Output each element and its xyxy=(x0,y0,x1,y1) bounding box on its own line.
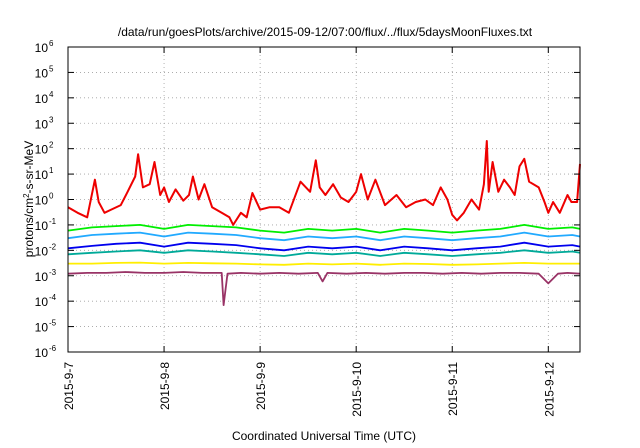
chart-title: /data/run/goesPlots/archive/2015-09-12/0… xyxy=(118,25,533,39)
y-tick-label-exponent: -2 xyxy=(49,242,57,251)
y-tick-label: 10 xyxy=(35,270,49,284)
y-tick-label-exponent: 1 xyxy=(49,166,54,175)
y-tick-label-exponent: -6 xyxy=(49,344,57,353)
series-line xyxy=(67,249,581,257)
x-tick-label: 2015-9-12 xyxy=(542,362,556,417)
y-tick-label-exponent: 4 xyxy=(49,90,54,99)
y-tick-label-base: 10 xyxy=(35,41,49,55)
y-tick-label-exponent: -5 xyxy=(49,319,57,328)
y-tick-label-exponent: 0 xyxy=(49,192,54,201)
x-tick-label: 2015-9-8 xyxy=(158,362,172,410)
y-tick-label: 10 xyxy=(35,41,49,55)
x-tick-label: 2015-9-7 xyxy=(62,362,76,410)
y-tick-label-base: 10 xyxy=(35,117,49,131)
y-axis-label-sup: 2 xyxy=(22,193,31,198)
y-axis-label: protons/cm2-s-sr-MeV xyxy=(22,141,36,257)
x-tick-label: 2015-9-10 xyxy=(350,362,364,417)
y-tick-label: 10 xyxy=(35,295,49,309)
y-tick-label-base: 10 xyxy=(35,219,49,233)
series-line xyxy=(67,271,581,307)
y-tick-label: 10 xyxy=(35,66,49,80)
y-tick-label: 10 xyxy=(35,346,49,360)
y-tick-label: 10 xyxy=(35,143,49,157)
data-series xyxy=(67,140,581,307)
y-tick-label-base: 10 xyxy=(35,66,49,80)
y-tick-label-base: 10 xyxy=(35,244,49,258)
y-tick-label-base: 10 xyxy=(35,194,49,208)
y-tick-label-exponent: 6 xyxy=(49,39,54,48)
y-tick-label: 10 xyxy=(35,92,49,106)
y-tick-label-base: 10 xyxy=(35,321,49,335)
y-tick-label-base: 10 xyxy=(35,295,49,309)
series-line xyxy=(67,241,581,252)
x-axis: 2015-9-7 2015-9-8 2015-9-9 2015-9-10 2015-9-… xyxy=(62,47,556,417)
y-tick-label-exponent: -3 xyxy=(49,268,57,277)
x-axis-label: Coordinated Universal Time (UTC) xyxy=(232,429,416,443)
y-axis-label-part2: -s-sr-MeV xyxy=(22,141,36,194)
y-tick-label: 10 xyxy=(35,244,49,258)
x-tick-label: 2015-9-11 xyxy=(446,362,460,416)
y-tick-label: 10 xyxy=(35,219,49,233)
y-axis: 10 -610 -510 -410 -310 -210 -110 010 110 210 310 41… xyxy=(35,39,580,360)
series-line xyxy=(68,261,580,266)
series-line xyxy=(67,223,581,234)
series-line xyxy=(67,231,581,242)
y-tick-label-exponent: -4 xyxy=(49,293,57,302)
y-tick-label-base: 10 xyxy=(35,168,49,182)
x-tick-label: 2015-9-9 xyxy=(254,362,268,410)
grid-lines xyxy=(68,47,580,352)
y-tick-label: 10 xyxy=(35,321,49,335)
y-tick-label: 10 xyxy=(35,194,49,208)
y-tick-label-base: 10 xyxy=(35,270,49,284)
y-tick-label-exponent: 2 xyxy=(49,141,54,150)
y-tick-label-exponent: 5 xyxy=(49,64,54,73)
y-tick-label-exponent: -1 xyxy=(49,217,57,226)
y-tick-label-base: 10 xyxy=(35,346,49,360)
series-line xyxy=(67,140,581,226)
y-tick-label: 10 xyxy=(35,117,49,131)
y-tick-label: 10 xyxy=(35,168,49,182)
y-tick-label-exponent: 3 xyxy=(49,115,54,124)
y-axis-label-part1: protons/cm xyxy=(22,198,36,257)
y-tick-label-base: 10 xyxy=(35,143,49,157)
y-tick-label-base: 10 xyxy=(35,92,49,106)
